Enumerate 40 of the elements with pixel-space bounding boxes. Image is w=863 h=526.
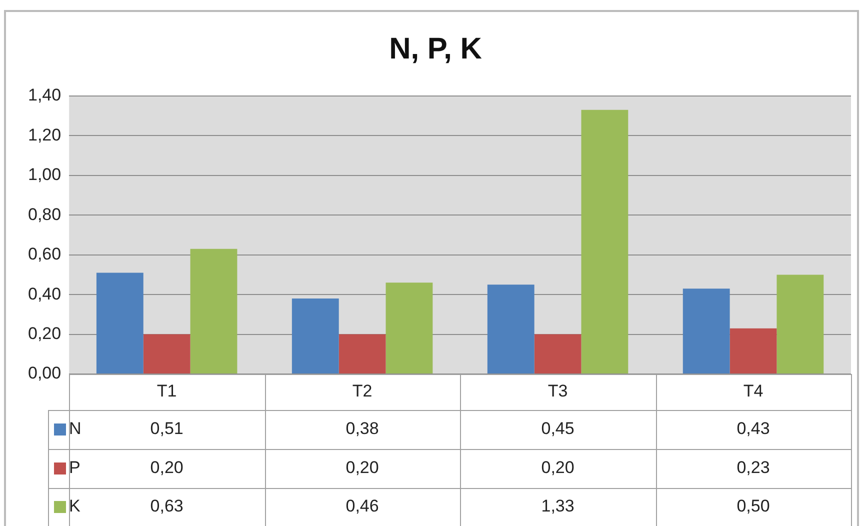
y-tick-label: 1,00 — [28, 165, 62, 184]
x-tick-label: T4 — [743, 382, 764, 401]
bar — [534, 334, 582, 374]
data-label: 0,63 — [150, 496, 184, 516]
bar — [190, 248, 238, 374]
x-tick-label: T2 — [352, 382, 372, 401]
chart-title: N, P, K — [389, 32, 482, 66]
x-tick-label: T1 — [156, 382, 177, 401]
bar — [96, 272, 144, 374]
y-tick-label: 1,40 — [28, 86, 62, 105]
bar — [682, 288, 730, 374]
bar — [338, 334, 386, 374]
data-label: 0,45 — [541, 419, 574, 438]
bar — [143, 334, 190, 374]
data-label: 0,51 — [150, 419, 184, 438]
bar — [730, 328, 777, 374]
legend-label: N — [69, 419, 82, 438]
data-label: 0,20 — [346, 458, 379, 478]
y-tick-label: 1,20 — [28, 125, 62, 144]
data-label: 1,33 — [541, 496, 574, 516]
data-label: 0,43 — [736, 419, 770, 438]
y-tick-label: 0,60 — [28, 244, 62, 264]
bar — [487, 284, 534, 374]
data-label: 0,38 — [346, 419, 379, 438]
legend-label: K — [69, 496, 81, 516]
legend-label: P — [69, 458, 80, 478]
bar — [386, 282, 433, 374]
bar — [581, 110, 628, 374]
y-tick-label: 0,00 — [28, 364, 62, 383]
x-tick-label: T3 — [548, 382, 568, 401]
data-label: 0,46 — [346, 496, 379, 516]
data-label: 0,20 — [150, 458, 184, 478]
data-label: 0,20 — [541, 458, 574, 478]
y-tick-label: 0,80 — [28, 204, 62, 224]
y-tick-label: 0,40 — [28, 284, 62, 304]
bar — [292, 298, 339, 374]
bar — [776, 274, 824, 374]
data-label: 0,23 — [736, 458, 770, 478]
y-tick-label: 0,20 — [28, 324, 62, 343]
data-label: 0,50 — [736, 496, 770, 516]
